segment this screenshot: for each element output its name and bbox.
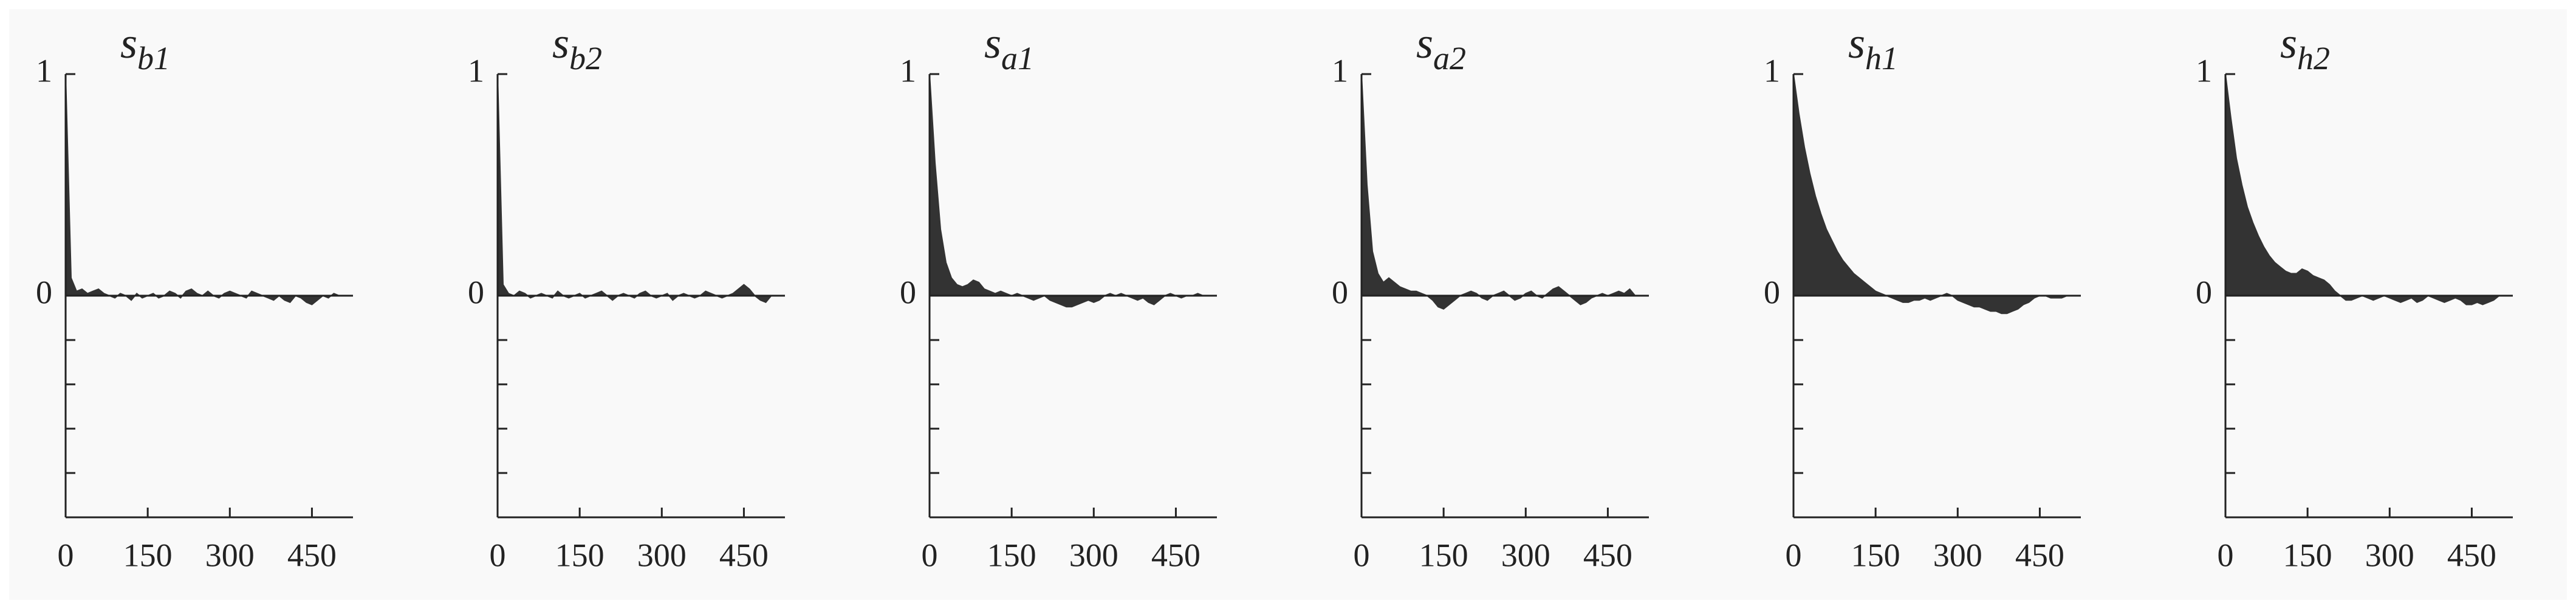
x-tick-label: 450 <box>1151 537 1201 573</box>
title-subscript: b2 <box>569 40 602 77</box>
panel-title: sa1 <box>984 19 1034 77</box>
title-subscript: a2 <box>1433 40 1466 77</box>
area <box>929 73 1204 308</box>
title-main: s <box>120 19 137 67</box>
x-tick-label: 300 <box>637 537 687 573</box>
y-tick-label: 0 <box>468 274 484 310</box>
y-tick-label: 1 <box>900 52 916 89</box>
title-main: s <box>552 19 569 67</box>
x-tick-label: 150 <box>555 537 605 573</box>
panel: sh2 0 1 0 150 300 450 <box>2196 19 2513 573</box>
panel-title: sb2 <box>552 19 602 77</box>
x-tick-label: 450 <box>287 537 337 573</box>
area <box>1793 73 2067 315</box>
title-subscript: h2 <box>2297 40 2330 77</box>
x-tick-label: 0 <box>1786 537 1802 573</box>
title-subscript: h1 <box>1865 40 1898 77</box>
x-tick-label: 150 <box>987 537 1036 573</box>
x-tick-label: 300 <box>1069 537 1118 573</box>
panel: sa2 0 1 0 150 300 450 <box>1332 19 1649 573</box>
panel: sh1 0 1 0 150 300 450 <box>1764 19 2081 573</box>
y-tick-label: 0 <box>36 274 52 310</box>
x-tick-label: 300 <box>2365 537 2414 573</box>
y-tick-label: 1 <box>468 52 484 89</box>
x-tick-label: 450 <box>1583 537 1632 573</box>
title-main: s <box>1848 19 1865 67</box>
x-tick-label: 450 <box>2447 537 2496 573</box>
x-tick-label: 300 <box>1501 537 1550 573</box>
y-tick-label: 1 <box>2196 52 2212 89</box>
area <box>1361 73 1637 310</box>
x-tick-label: 300 <box>205 537 255 573</box>
panel: sb1 0 1 0 150 300 450 <box>36 19 353 573</box>
panel-title: sh2 <box>2280 19 2330 77</box>
y-tick-label: 1 <box>36 52 52 89</box>
x-tick-label: 300 <box>1933 537 1982 573</box>
panel-title: sa2 <box>1416 19 1466 77</box>
x-tick-label: 0 <box>2218 537 2234 573</box>
x-tick-label: 0 <box>490 537 506 573</box>
y-tick-label: 1 <box>1332 52 1348 89</box>
title-subscript: b1 <box>137 40 170 77</box>
panel: sa1 0 1 0 150 300 450 <box>900 19 1217 573</box>
title-main: s <box>984 19 1001 67</box>
title-main: s <box>1416 19 1433 67</box>
x-tick-label: 150 <box>2283 537 2332 573</box>
title-subscript: a1 <box>1001 40 1034 77</box>
y-tick-label: 0 <box>1332 274 1348 310</box>
panel-title: sh1 <box>1848 19 1898 77</box>
x-tick-label: 450 <box>719 537 769 573</box>
y-tick-label: 0 <box>1764 274 1780 310</box>
x-tick-label: 0 <box>922 537 938 573</box>
y-tick-label: 0 <box>2196 274 2212 310</box>
title-main: s <box>2280 19 2297 67</box>
x-tick-label: 0 <box>1354 537 1370 573</box>
x-tick-label: 450 <box>2015 537 2064 573</box>
background <box>9 9 2567 600</box>
x-tick-label: 150 <box>1419 537 1468 573</box>
panel: sb2 0 1 0 150 300 450 <box>468 19 785 573</box>
x-tick-label: 150 <box>1851 537 1900 573</box>
y-tick-label: 1 <box>1764 52 1780 89</box>
x-tick-label: 150 <box>123 537 173 573</box>
panel-title: sb1 <box>120 19 170 77</box>
y-tick-label: 0 <box>900 274 916 310</box>
x-tick-label: 0 <box>58 537 74 573</box>
